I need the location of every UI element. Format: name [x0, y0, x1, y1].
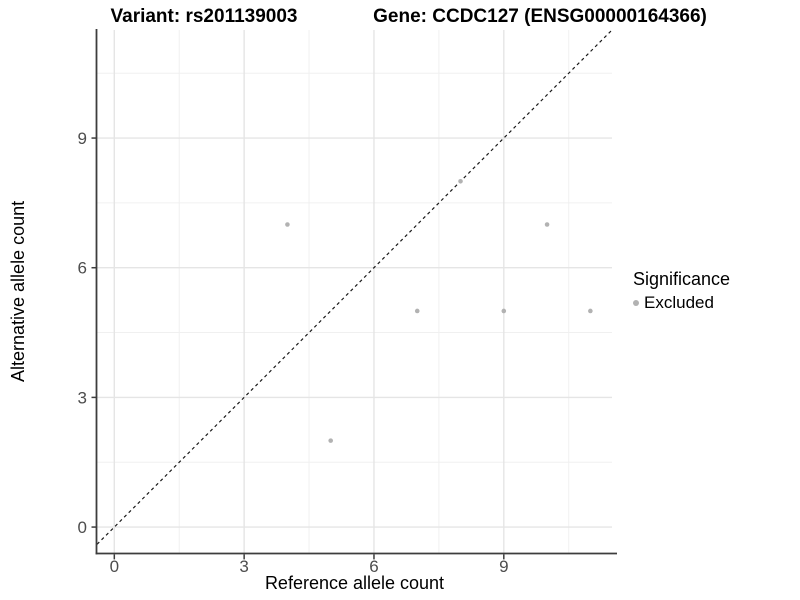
- x-tick-label: 3: [239, 557, 248, 576]
- x-tick-label: 0: [110, 557, 119, 576]
- legend-circle-marker-icon: [633, 300, 639, 306]
- x-axis-title: Reference allele count: [264, 573, 445, 593]
- data-point: [414, 308, 420, 314]
- identity-reference-line: [97, 30, 612, 545]
- y-tick-label: 6: [78, 259, 87, 278]
- y-tick-label: 0: [78, 518, 87, 537]
- plot-title-gene: Gene: CCDC127 (ENSG00000164366): [373, 6, 707, 27]
- data-point: [328, 438, 333, 443]
- y-tick-label: 3: [78, 388, 87, 407]
- y-axis-title: Alternative allele count: [8, 200, 28, 383]
- legend-title: Significance: [633, 269, 731, 289]
- legend-entry-excluded: Excluded: [633, 293, 730, 313]
- data-point: [588, 308, 593, 314]
- legend: Significance Excluded: [633, 269, 730, 313]
- data-point: [544, 222, 550, 227]
- data-point: [285, 222, 290, 227]
- y-tick-label: 9: [78, 129, 87, 148]
- x-tick-label: 9: [499, 557, 508, 576]
- plot-title-variant: Variant: rs201139003: [110, 6, 298, 27]
- legend-entry-label: Excluded: [644, 293, 714, 312]
- data-point: [501, 308, 507, 314]
- x-tick-label: 6: [369, 557, 378, 576]
- data-point: [458, 178, 463, 184]
